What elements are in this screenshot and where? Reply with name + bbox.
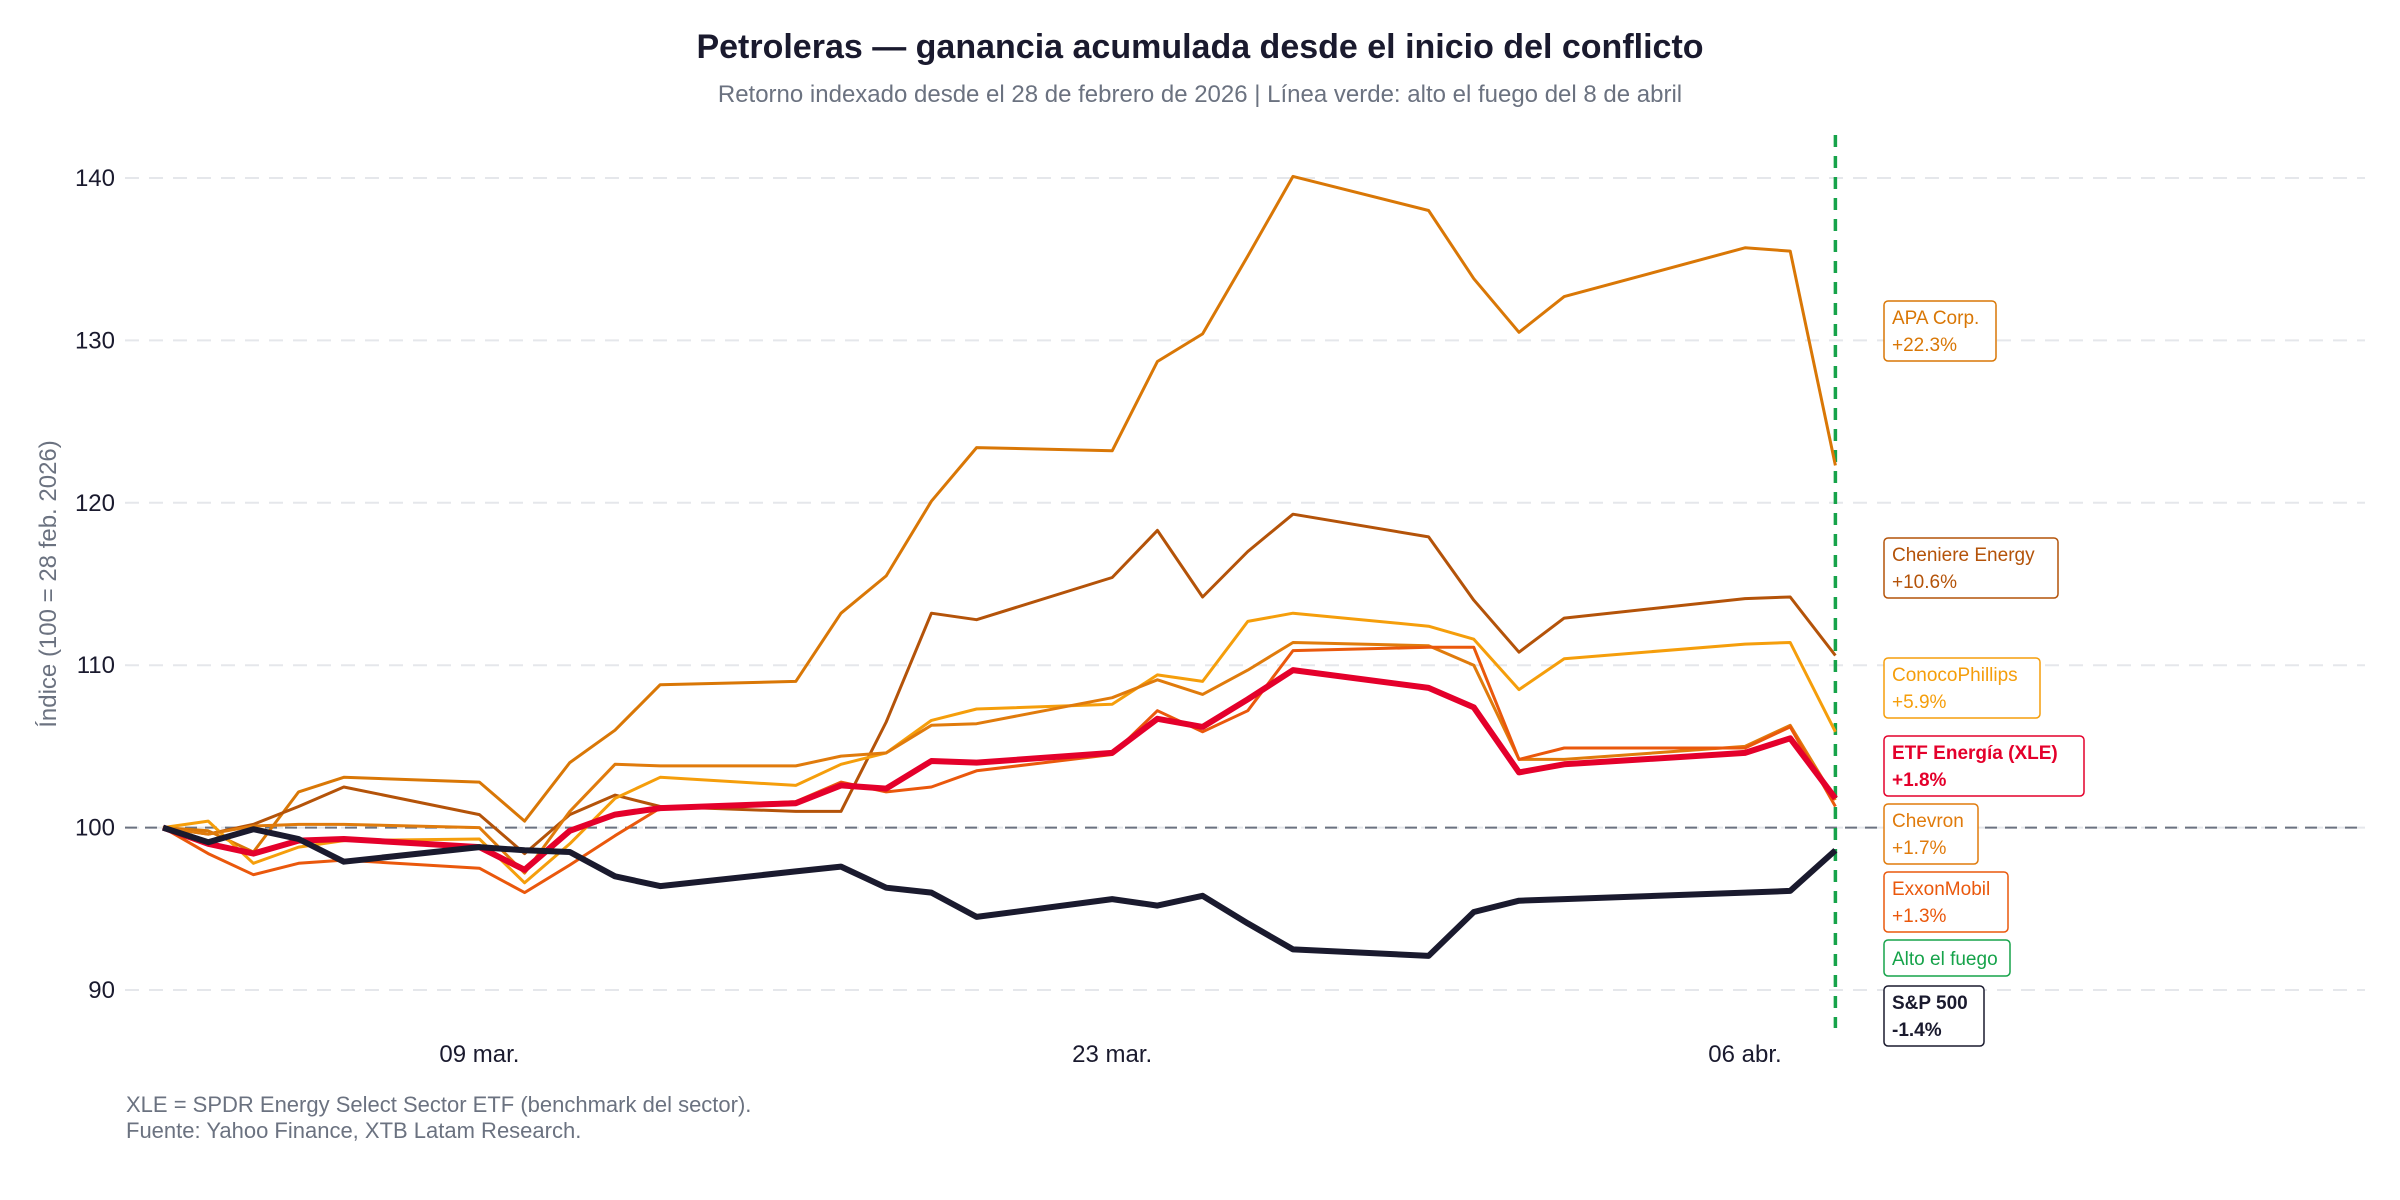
y-tick-label: 90 [88,977,115,1004]
label-change: +22.3% [1892,335,1957,356]
label-box [1883,871,2009,933]
label-box [1883,657,2041,719]
x-tick-label: 06 abr. [1708,1041,1781,1068]
y-tick-label: 120 [75,490,115,517]
label-box [1883,939,2011,977]
label-name: ETF Energía (XLE) [1892,743,2058,764]
label-change: +1.8% [1892,770,1947,791]
chart-title: Petroleras — ganancia acumulada desde el… [696,28,1703,66]
ceasefire-label: Alto el fuego [1883,939,2011,977]
footnote-2: Fuente: Yahoo Finance, XTB Latam Researc… [126,1118,581,1143]
series-line-exxonmobil [162,645,1837,895]
label-apa-corp-: APA Corp. +22.3% [1883,300,1997,362]
label-chevron: Chevron +1.7% [1883,803,1979,865]
label-box [1883,735,2085,797]
label-name: ConocoPhillips [1892,665,2018,686]
label-change: +10.6% [1892,572,1957,593]
chart-subtitle: Retorno indexado desde el 28 de febrero … [718,81,1682,108]
series-line-etf-energ-a-xle- [161,667,1838,873]
series-line-cheniere-energy [162,512,1837,856]
label-change: +5.9% [1892,692,1947,713]
label-change: +1.7% [1892,838,1947,859]
label-box [1883,985,1985,1047]
y-tick-label: 130 [75,327,115,354]
y-tick-label: 140 [75,165,115,192]
label-change: +1.3% [1892,906,1947,927]
x-tick-label: 09 mar. [439,1041,519,1068]
label-name: APA Corp. [1892,308,1979,329]
label-box [1883,803,1979,865]
label-exxonmobil: ExxonMobil +1.3% [1883,871,2009,933]
series-labels: APA Corp. +22.3% Cheniere Energy +10.6% Cono… [1883,300,2085,1047]
y-axis-label: Índice (100 = 28 feb. 2026) [35,440,62,728]
y-tick-label: 110 [77,652,115,679]
label-name: ExxonMobil [1892,879,1990,900]
x-tick-label: 23 mar. [1072,1041,1152,1068]
y-tick-label: 100 [75,815,115,842]
ceasefire-label-text: Alto el fuego [1892,949,1998,970]
label-cheniere-energy: Cheniere Energy +10.6% [1883,537,2059,599]
label-box [1883,300,1997,362]
series-line-chevron [162,641,1837,875]
label-name: Cheniere Energy [1892,545,2035,566]
label-box [1883,537,2059,599]
series-lines [161,174,1838,959]
label-change: -1.4% [1892,1020,1942,1041]
axis-ticks: 90 100 110 120 130 140 09 mar. 23 mar. 06 abr. [75,165,1782,1068]
series-line-s-p-500 [162,824,1838,959]
footnote-1: XLE = SPDR Energy Select Sector ETF (ben… [126,1092,751,1117]
label-etf-energ-a-xle-: ETF Energía (XLE) +1.8% [1883,735,2085,797]
gridlines [125,135,2365,1028]
label-s-p-500: S&P 500 -1.4% [1883,985,1985,1047]
label-conocophillips: ConocoPhillips +5.9% [1883,657,2041,719]
label-name: S&P 500 [1892,993,1968,1014]
label-name: Chevron [1892,811,1964,832]
series-line-apa-corp- [162,174,1837,854]
